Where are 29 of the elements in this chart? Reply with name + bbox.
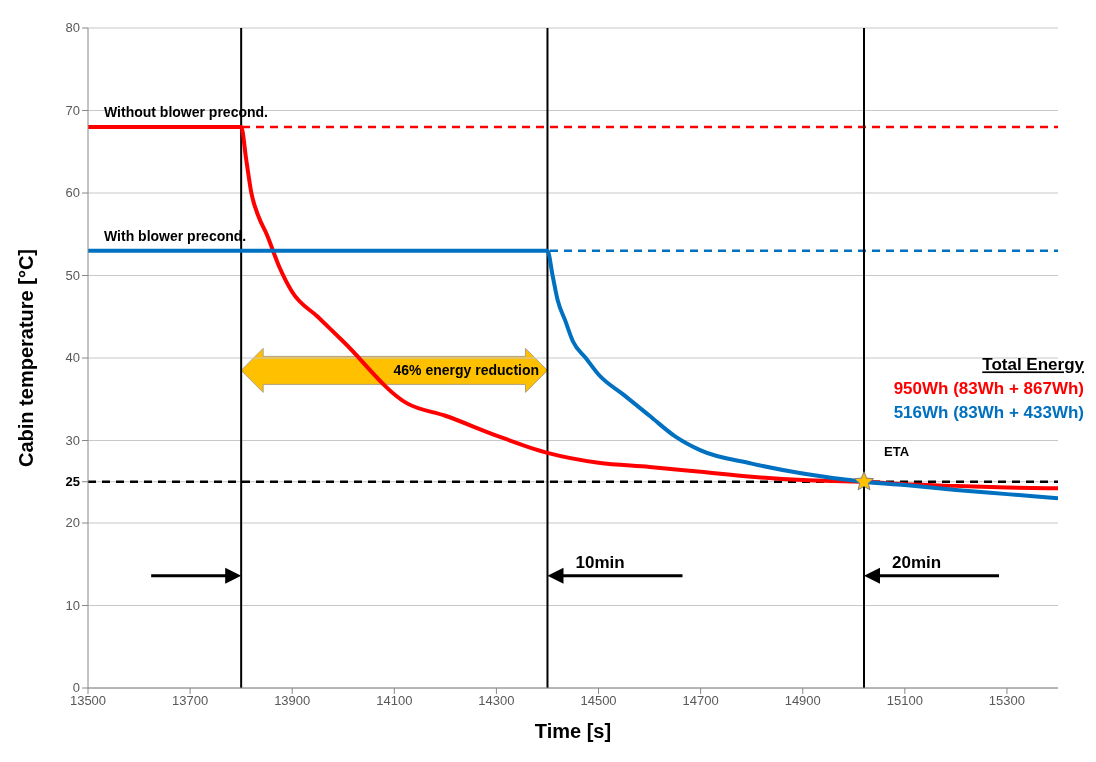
x-tick-label: 15100 [886,693,923,709]
x-tick-label: 14300 [478,693,515,709]
x-tick-label: 14700 [682,693,719,709]
y-tick-label: 40 [65,350,80,365]
ref-line-label: 10min [575,552,625,572]
x-axis-title: Time [s] [534,720,612,742]
x-tick-label: 15300 [988,693,1026,709]
annotation: Total Energy [982,355,1085,375]
annotation: 950Wh (83Wh + 867Wh) [893,379,1084,399]
y-axis-title: Cabin temperature [°C] [15,248,38,468]
annotation: ETA [884,443,910,459]
y-tick-label: 10 [65,597,80,613]
ref-line-label: 20min [892,552,942,572]
annotation: 46% energy reduction [393,362,540,379]
y-tick-label: 25 [65,473,80,489]
y-tick-label: 50 [65,267,80,283]
y-tick-label: 30 [65,432,80,448]
y-tick-label: 20 [65,515,80,530]
y-tick-label: 80 [65,20,80,35]
x-tick-label: 13900 [274,693,311,709]
x-tick-label: 14500 [580,693,617,709]
y-tick-label: 60 [65,185,80,200]
annotation: 516Wh (83Wh + 433Wh) [893,403,1084,423]
x-tick-label: 13700 [172,693,209,709]
x-tick-label: 14100 [376,693,413,709]
x-tick-label: 13500 [69,693,107,709]
y-tick-label: 0 [72,680,80,695]
y-tick-label: 70 [65,102,80,118]
x-tick-label: 14900 [784,693,821,709]
